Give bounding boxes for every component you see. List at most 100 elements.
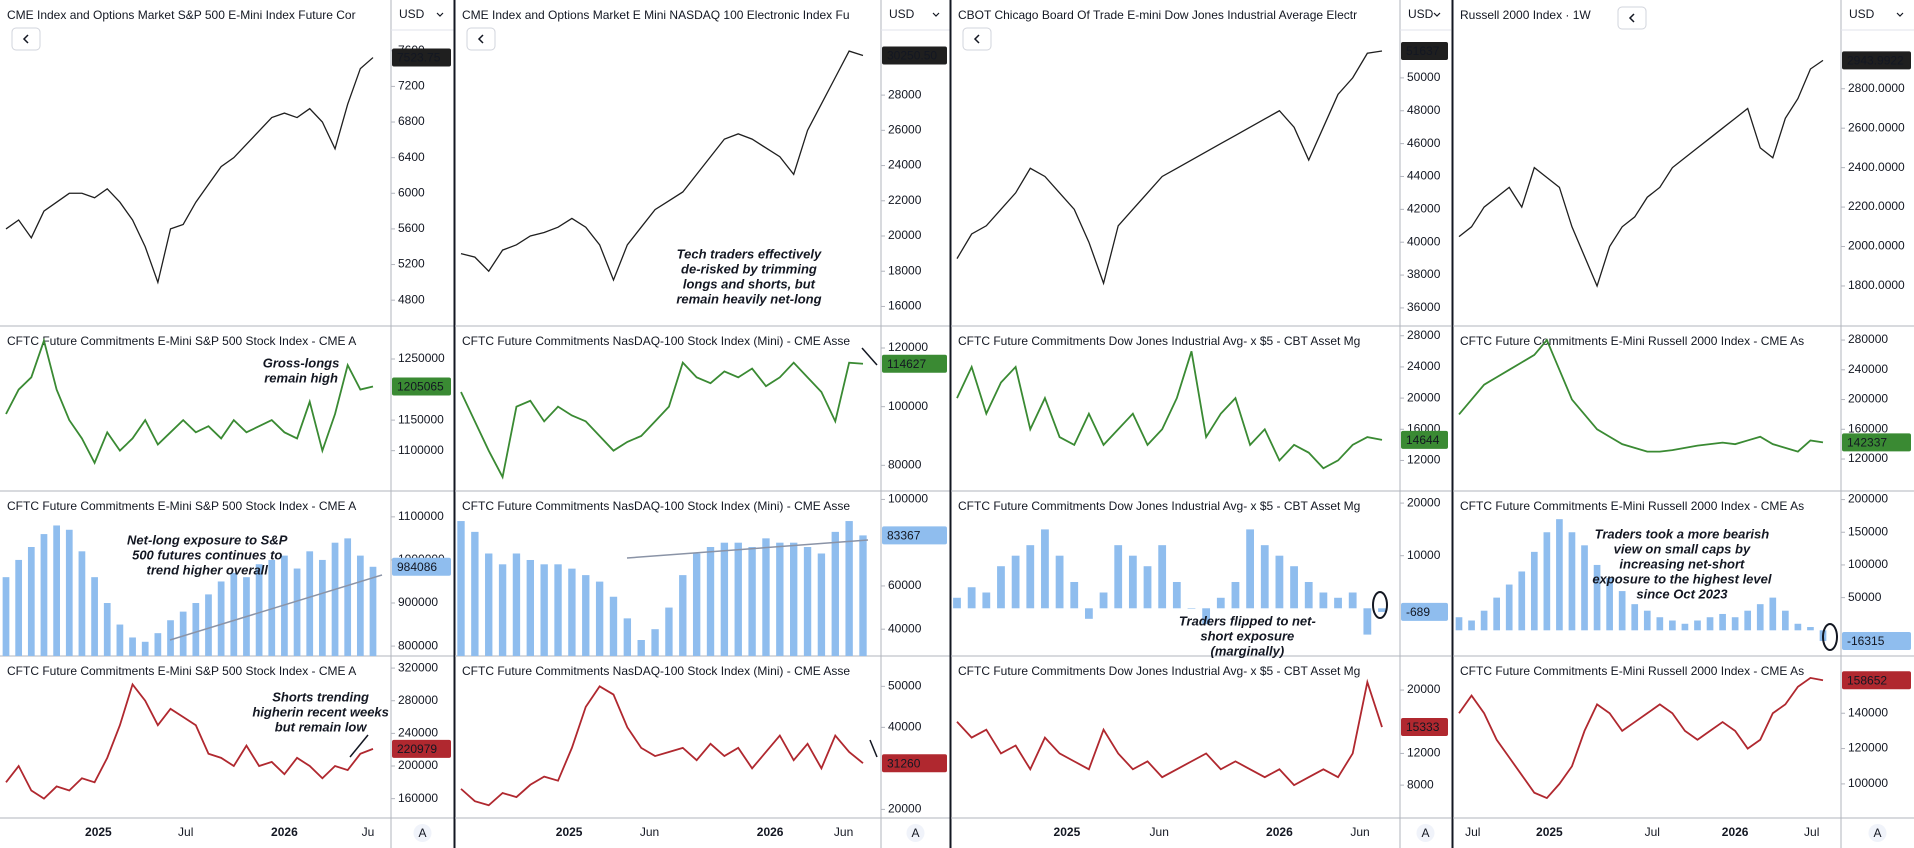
scale-mode-button[interactable] bbox=[1868, 824, 1887, 842]
y-tick-label: 2200.0000 bbox=[1848, 199, 1905, 213]
series-line bbox=[5, 682, 374, 800]
bar bbox=[1290, 566, 1298, 609]
bar bbox=[1216, 597, 1225, 609]
pointer-line bbox=[869, 739, 878, 758]
y-tick-label: 80000 bbox=[888, 458, 922, 472]
annotation: trend higher overall bbox=[147, 562, 269, 577]
currency: USD bbox=[889, 7, 915, 21]
y-tick-label: 120000 bbox=[1848, 741, 1888, 755]
bar bbox=[1593, 564, 1601, 631]
back-button[interactable] bbox=[1617, 6, 1647, 30]
bar bbox=[167, 620, 174, 656]
last-value-badge bbox=[882, 46, 947, 65]
back-button[interactable] bbox=[466, 27, 496, 51]
y-tick-label: 20000 bbox=[1407, 495, 1441, 509]
currency: USD bbox=[1408, 7, 1434, 21]
series-line bbox=[1458, 338, 1824, 453]
currency: USD bbox=[399, 7, 425, 21]
y-tick-label: 120000 bbox=[1848, 451, 1888, 465]
bar bbox=[65, 529, 73, 656]
y-tick-label: 10000 bbox=[1407, 548, 1441, 562]
bar bbox=[141, 641, 149, 656]
series-line bbox=[460, 685, 864, 807]
y-tick-label: 5600 bbox=[398, 221, 425, 235]
y-tick-label: 24000 bbox=[888, 158, 922, 172]
y-tick-label: 140000 bbox=[1848, 705, 1888, 719]
last-value-badge bbox=[392, 557, 451, 576]
x-tick-label: 2026 bbox=[1722, 825, 1749, 839]
annotation: short exposure bbox=[1200, 628, 1294, 643]
y-tick-label: 12000 bbox=[1407, 453, 1441, 467]
bar bbox=[1493, 597, 1500, 631]
back-button-box bbox=[962, 27, 992, 51]
y-tick-label: 20000 bbox=[1407, 390, 1441, 404]
annotation: exposure to the highest level bbox=[1592, 571, 1772, 586]
bar bbox=[609, 596, 618, 656]
bar bbox=[748, 547, 756, 656]
y-tick-label: 6000 bbox=[398, 185, 425, 199]
series-line bbox=[5, 337, 374, 466]
bar bbox=[369, 566, 377, 656]
y-tick-label: 44000 bbox=[1407, 169, 1441, 183]
pane-title: CFTC Future Commitments Dow Jones Indust… bbox=[958, 334, 1360, 348]
pane-title: CFTC Future Commitments Dow Jones Indust… bbox=[958, 499, 1360, 513]
y-tick-label: 150000 bbox=[1848, 524, 1888, 538]
x-tick-label: Jul bbox=[1465, 825, 1480, 839]
y-tick-label: 2400.0000 bbox=[1848, 160, 1905, 174]
bar bbox=[637, 639, 645, 656]
y-tick-label: 100000 bbox=[1848, 776, 1888, 790]
bar bbox=[665, 607, 673, 656]
last-value-badge bbox=[882, 754, 947, 773]
annotation: remain high bbox=[264, 370, 338, 385]
bar bbox=[776, 542, 784, 656]
bar bbox=[255, 564, 263, 656]
bar bbox=[554, 564, 562, 656]
pane-title: CBOT Chicago Board Of Trade E-mini Dow J… bbox=[958, 8, 1357, 22]
series-line bbox=[956, 678, 1383, 787]
pane-title: CME Index and Options Market E Mini NASD… bbox=[462, 8, 850, 22]
bar bbox=[331, 542, 339, 656]
y-tick-label: 42000 bbox=[1407, 202, 1441, 216]
bar bbox=[1041, 529, 1049, 609]
bar bbox=[1260, 545, 1269, 609]
bar bbox=[1187, 608, 1196, 609]
last-value-badge bbox=[392, 739, 451, 758]
y-tick-label: 100000 bbox=[1848, 557, 1888, 571]
pane-title: CFTC Future Commitments NasDAQ-100 Stock… bbox=[462, 499, 850, 513]
price-line bbox=[956, 50, 1383, 286]
y-tick-label: 26000 bbox=[888, 123, 922, 137]
bar bbox=[1631, 604, 1639, 631]
back-icon bbox=[477, 34, 484, 44]
back-button[interactable] bbox=[11, 27, 41, 51]
bar bbox=[1694, 620, 1701, 631]
pane-title: CFTC Future Commitments E-Mini Russell 2… bbox=[1460, 664, 1804, 678]
y-tick-label: 5200 bbox=[398, 257, 425, 271]
scale-mode-button[interactable] bbox=[1416, 824, 1435, 842]
bar bbox=[679, 575, 687, 656]
bar bbox=[1246, 529, 1254, 609]
bar bbox=[1769, 597, 1777, 631]
y-tick-label: 20000 bbox=[1407, 682, 1441, 696]
scale-mode-button[interactable] bbox=[906, 824, 925, 842]
bar bbox=[1669, 620, 1676, 631]
bar bbox=[179, 611, 187, 656]
bar bbox=[1275, 555, 1284, 609]
back-button[interactable] bbox=[962, 27, 992, 51]
bar bbox=[1656, 617, 1664, 631]
last-value-badge bbox=[1401, 430, 1448, 449]
bar bbox=[1099, 592, 1108, 609]
y-tick-label: 240000 bbox=[1848, 362, 1888, 376]
price-line bbox=[1458, 59, 1824, 288]
annotation: de-risked by trimming bbox=[681, 261, 817, 276]
scale-mode-button[interactable] bbox=[413, 824, 432, 842]
x-tick-label: Jun bbox=[834, 825, 853, 839]
last-value-label: 14644 bbox=[1406, 433, 1440, 447]
bar bbox=[1348, 592, 1357, 609]
pointer-line bbox=[349, 734, 369, 758]
last-value-label: 7523.75 bbox=[397, 51, 441, 65]
last-value-label: 220979 bbox=[397, 742, 437, 756]
pointer-line bbox=[861, 347, 878, 366]
x-tick-label: 2025 bbox=[1536, 825, 1563, 839]
currency-chevron bbox=[1433, 12, 1441, 17]
y-tick-label: 1100000 bbox=[398, 443, 444, 457]
